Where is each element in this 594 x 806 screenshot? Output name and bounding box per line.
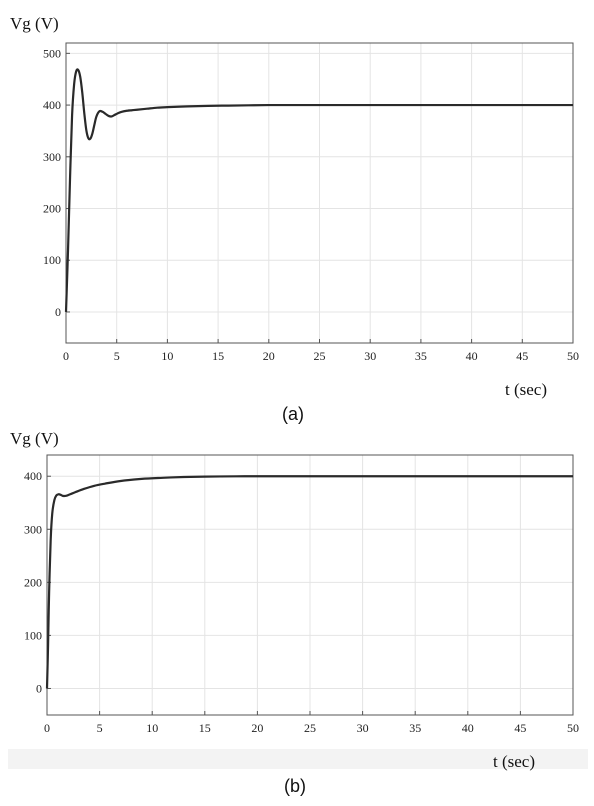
chart-a-xtick-label: 5 bbox=[114, 349, 120, 363]
chart-b-ylabel: Vg (V) bbox=[10, 429, 59, 448]
chart-a-xtick-label: 10 bbox=[161, 349, 173, 363]
chart-b-caption: (b) bbox=[284, 776, 306, 796]
chart-a-ylabel: Vg (V) bbox=[10, 14, 59, 33]
chart-b-ytick-label: 400 bbox=[24, 469, 42, 483]
chart-b-xtick-label: 30 bbox=[357, 721, 369, 735]
chart-b-series-line bbox=[45, 475, 573, 689]
chart-b-xlabel: t (sec) bbox=[493, 752, 536, 771]
chart-b-xtick-label: 10 bbox=[146, 721, 158, 735]
chart-b-xtick-label: 0 bbox=[44, 721, 50, 735]
chart-b-xtick-label: 40 bbox=[462, 721, 474, 735]
chart-a-ytick-label: 200 bbox=[43, 202, 61, 216]
chart-b-xtick-label: 50 bbox=[567, 721, 579, 735]
chart-b-xtick-label: 35 bbox=[409, 721, 421, 735]
chart-a-xtick-label: 40 bbox=[466, 349, 478, 363]
chart-a-xtick-label: 30 bbox=[364, 349, 376, 363]
chart-a-xtick-label: 20 bbox=[263, 349, 275, 363]
chart-a-ytick-label: 400 bbox=[43, 98, 61, 112]
chart-b-xtick-label: 20 bbox=[251, 721, 263, 735]
chart-a-ytick-label: 300 bbox=[43, 150, 61, 164]
chart-a-caption: (a) bbox=[282, 404, 304, 424]
chart-b-ytick-label: 100 bbox=[24, 628, 42, 642]
chart-b-xtick-label: 45 bbox=[514, 721, 526, 735]
chart-a-xtick-label: 15 bbox=[212, 349, 224, 363]
chart-a-ytick-label: 0 bbox=[55, 305, 61, 319]
chart-a-xtick-label: 35 bbox=[415, 349, 427, 363]
chart-b-xtick-label: 25 bbox=[304, 721, 316, 735]
chart-a-xtick-label: 50 bbox=[567, 349, 579, 363]
chart-a-series-line bbox=[64, 68, 573, 313]
chart-b-ytick-label: 300 bbox=[24, 522, 42, 536]
chart-a-xtick-label: 45 bbox=[516, 349, 528, 363]
chart-a-xlabel: t (sec) bbox=[505, 380, 548, 399]
chart-b-ytick-label: 0 bbox=[36, 681, 42, 695]
chart-b-xtick-label: 5 bbox=[97, 721, 103, 735]
chart-a-ytick-label: 100 bbox=[43, 253, 61, 267]
chart-a-xtick-label: 0 bbox=[63, 349, 69, 363]
chart-b-xtick-label: 15 bbox=[199, 721, 211, 735]
chart-a-xtick-label: 25 bbox=[314, 349, 326, 363]
chart-b-ytick-label: 200 bbox=[24, 575, 42, 589]
chart-b-shaded-band bbox=[8, 749, 588, 769]
chart-a-ytick-label: 500 bbox=[43, 46, 61, 60]
